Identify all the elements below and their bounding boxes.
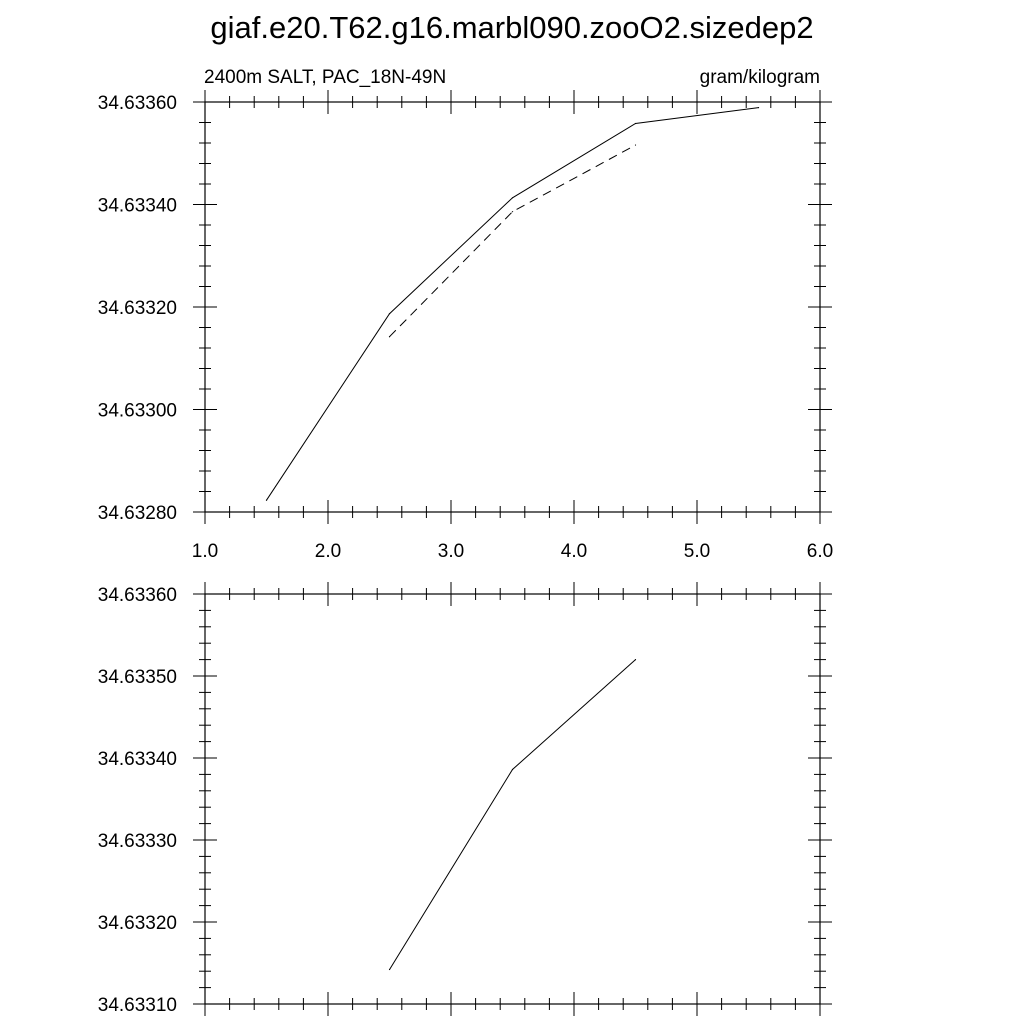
top-plot-frame — [204, 101, 821, 513]
bottom-series-0-point — [511, 768, 514, 771]
bottom-panel-ticks — [193, 582, 832, 1016]
top-panel-series — [265, 107, 760, 501]
top-series-1-point — [388, 336, 391, 338]
top-x-tick-label: 5.0 — [684, 541, 710, 562]
top-panel: 2400m SALT, PAC_18N-49N gram/kilogram 34… — [98, 67, 833, 562]
bottom-series-solid-line — [389, 659, 636, 970]
top-x-tick-label: 3.0 — [438, 541, 464, 562]
top-series-0-point — [511, 197, 514, 199]
bottom-y-tick-label: 34.63360 — [98, 585, 177, 606]
top-series-0-point — [265, 499, 268, 501]
top-y-tick-label: 34.63320 — [98, 298, 177, 319]
bottom-y-tick-label: 34.63340 — [98, 749, 177, 770]
top-panel-ticks — [193, 90, 832, 524]
top-y-tick-label: 34.63300 — [98, 401, 177, 422]
bottom-series-0-point — [388, 968, 391, 971]
top-y-tick-label: 34.63340 — [98, 196, 177, 217]
top-series-0-point — [388, 313, 391, 315]
bottom-y-tick-label: 34.63310 — [98, 995, 177, 1016]
top-panel-tick-labels: 34.63280 34.63300 34.63320 34.63340 34.63360… — [98, 93, 833, 562]
top-x-tick-label: 6.0 — [807, 541, 833, 562]
bottom-y-tick-label: 34.63350 — [98, 667, 177, 688]
top-panel-subtitle-left: 2400m SALT, PAC_18N-49N — [204, 67, 446, 88]
bottom-panel-series — [388, 659, 637, 971]
top-series-solid-line — [266, 107, 759, 501]
bottom-y-tick-label: 34.63330 — [98, 831, 177, 852]
top-x-tick-label: 4.0 — [561, 541, 587, 562]
top-x-tick-label: 2.0 — [315, 541, 341, 562]
top-series-0-point — [757, 107, 760, 109]
figure-title: giaf.e20.T62.g16.marbl090.zooO2.sizedep2 — [210, 10, 813, 45]
bottom-panel-tick-labels: 34.63310 34.63320 34.63330 34.63340 34.63350… — [98, 585, 177, 1016]
bottom-plot-frame — [204, 593, 821, 1005]
bottom-series-0-point — [634, 659, 637, 661]
top-series-dashed-line — [389, 144, 636, 338]
bottom-y-tick-label: 34.63320 — [98, 913, 177, 934]
top-series-1-point — [634, 144, 637, 146]
top-y-tick-label: 34.63360 — [98, 93, 177, 114]
top-series-0-point — [634, 122, 637, 125]
top-panel-units-label: gram/kilogram — [700, 67, 820, 88]
bottom-panel: 34.63310 34.63320 34.63330 34.63340 34.63350… — [98, 582, 832, 1016]
top-series-1-point — [511, 211, 514, 213]
top-x-tick-label: 1.0 — [192, 541, 218, 562]
top-y-tick-label: 34.63280 — [98, 503, 177, 524]
